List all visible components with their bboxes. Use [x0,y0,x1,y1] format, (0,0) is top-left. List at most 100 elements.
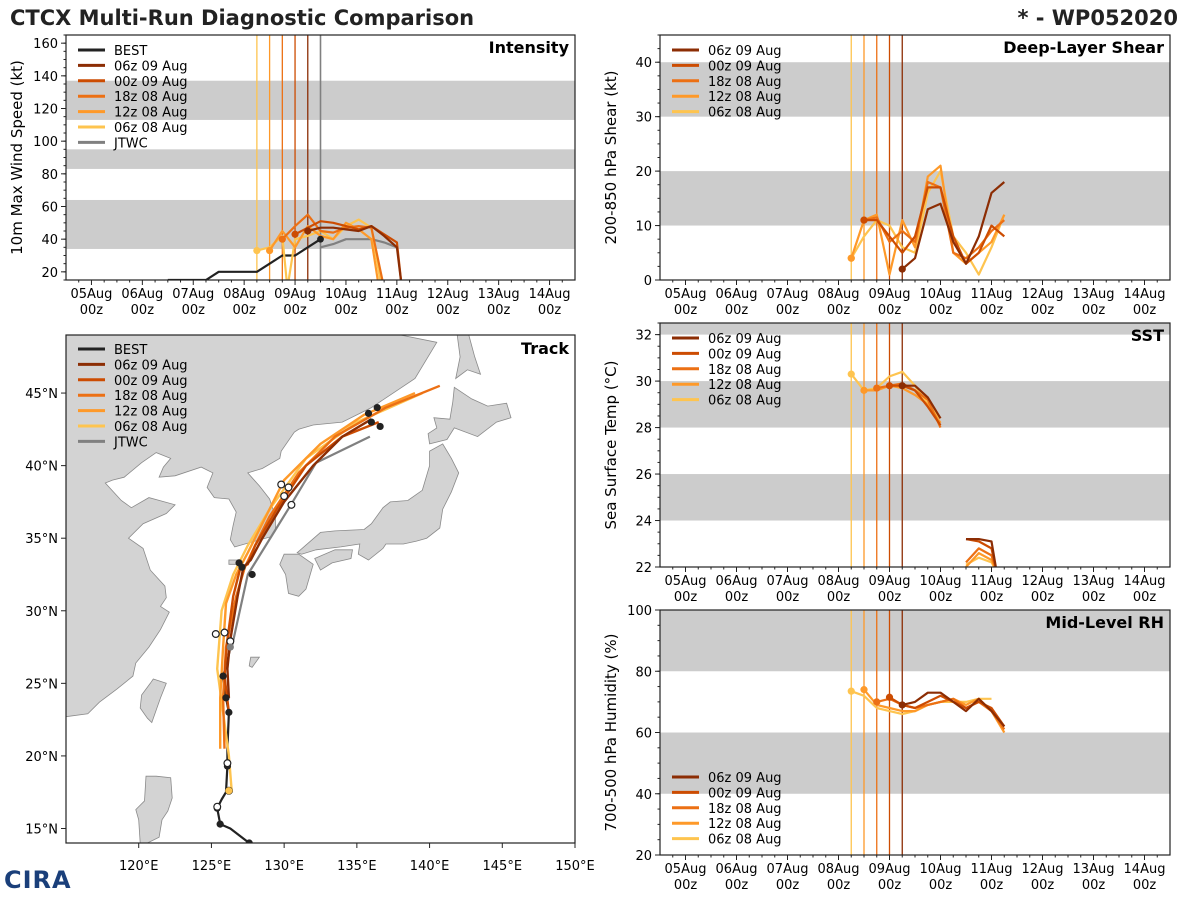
track-open-point [213,802,222,811]
sst-series-line [902,384,942,419]
rh-legend-label: 06z 08 Aug [708,833,782,848]
track-lon-label: 120°E [119,859,159,874]
sst-xtick-hour: 00z [980,590,1004,605]
track-open-point [223,759,232,768]
hokkaido [427,386,512,445]
intensity-legend-label: BEST [114,44,147,59]
sst-xtick-hour: 00z [827,590,851,605]
sst-ylabel: Sea Surface Temp (°C) [602,360,620,529]
track-run-point [367,418,375,426]
track-init-point [225,787,233,795]
shear-ytick-label: 30 [635,111,652,126]
sst-ytick-label: 28 [635,422,652,437]
intensity-legend-label: 06z 09 Aug [114,59,188,74]
rh-legend-label: 06z 09 Aug [708,771,782,786]
sst-series-line-late [966,537,997,567]
intensity-xtick-hour: 00z [385,303,409,318]
shear-panel: 01020304005Aug00z06Aug00z07Aug00z08Aug00… [602,34,1171,318]
track-title: Track [521,339,569,358]
intensity-best-line [167,238,322,280]
sst-xtick-day: 08Aug [818,574,860,589]
track-legend-label: 12z 08 Aug [114,405,188,420]
sst-legend-label: 18z 08 Aug [708,363,782,378]
intensity-xtick-hour: 00z [131,303,155,318]
sst-xtick-hour: 00z [674,590,698,605]
sst-legend-label: 12z 08 Aug [708,378,782,393]
shear-shade-band [660,171,1170,226]
shear-legend-label: 18z 08 Aug [708,75,782,90]
intensity-xtick-hour: 00z [436,303,460,318]
intensity-series-line [307,225,403,280]
sst-xtick-day: 14Aug [1124,574,1166,589]
intensity-init-point [266,247,274,255]
shear-xtick-day: 11Aug [971,287,1013,302]
shear-shade-band [660,62,1170,117]
track-legend-label: 06z 08 Aug [114,420,188,435]
intensity-xtick-hour: 00z [334,303,358,318]
rh-xtick-hour: 00z [674,878,698,893]
shear-xtick-hour: 00z [878,303,902,318]
rh-xtick-day: 07Aug [767,862,809,877]
sst-shade-band [660,381,1170,428]
shear-xtick-day: 14Aug [1124,287,1166,302]
intensity-init-point [291,230,299,238]
sst-shade-band [660,323,1170,335]
rh-series-line [902,691,1006,728]
sst-xtick-hour: 00z [1133,590,1157,605]
luzon [135,775,173,843]
track-best-point [222,694,230,702]
intensity-xtick-day: 11Aug [376,287,418,302]
track-best-point [219,672,227,680]
sst-ytick-label: 26 [635,468,652,483]
cira-logo: CIRA [4,866,72,894]
rh-xtick-hour: 00z [929,878,953,893]
sst-xtick-day: 05Aug [665,574,707,589]
shear-xtick-hour: 00z [1082,303,1106,318]
intensity-init-point [253,247,261,255]
sst-xtick-hour: 00z [929,590,953,605]
kyushu [279,553,314,597]
shikoku [314,549,353,571]
track-legend-label: 00z 09 Aug [114,374,188,389]
okinawa [248,656,261,668]
track-lon-label: 130°E [264,859,304,874]
rh-xtick-day: 12Aug [1022,862,1064,877]
track-open-point [277,480,286,489]
sst-xtick-hour: 00z [1031,590,1055,605]
shear-series-line [901,181,1006,270]
shear-title: Deep-Layer Shear [1003,38,1164,57]
intensity-plot-area [66,35,575,280]
rh-xtick-day: 13Aug [1073,862,1115,877]
track-lon-label: 140°E [410,859,450,874]
sst-xtick-hour: 00z [1082,590,1106,605]
track-run-point [235,559,243,567]
track-lon-label: 125°E [192,859,232,874]
sst-xtick-day: 12Aug [1022,574,1064,589]
rh-xtick-day: 06Aug [716,862,758,877]
shear-xtick-hour: 00z [980,303,1004,318]
track-panel: 120°E 125°E 130°E 135°E 140°E 145°E 150°E 15°N 2… [25,334,595,874]
shear-xtick-day: 05Aug [665,287,707,302]
shear-init-point [847,254,855,262]
shear-legend-label: 06z 08 Aug [708,106,782,121]
logo-text: CIRA [4,866,72,894]
intensity-ytick-label: 80 [41,168,58,183]
rh-xtick-day: 11Aug [971,862,1013,877]
intensity-ytick-label: 40 [41,233,58,248]
shear-xtick-day: 07Aug [767,287,809,302]
rh-xtick-day: 05Aug [665,862,707,877]
track-best-point [245,839,253,843]
shear-series-line [864,186,1006,265]
intensity-legend-label: 12z 08 Aug [114,106,188,121]
rh-ytick-label: 60 [635,727,652,742]
rh-ytick-label: 80 [635,665,652,680]
rh-init-point [873,698,881,706]
sst-legend-label: 00z 09 Aug [708,347,782,362]
sst-xtick-hour: 00z [725,590,749,605]
sst-init-point [847,370,855,378]
intensity-series-line [294,220,403,280]
shear-ytick-label: 20 [635,165,652,180]
intensity-xtick-hour: 00z [487,303,511,318]
intensity-ylabel: 10m Max Wind Speed (kt) [8,60,26,255]
shear-init-point [860,216,868,224]
